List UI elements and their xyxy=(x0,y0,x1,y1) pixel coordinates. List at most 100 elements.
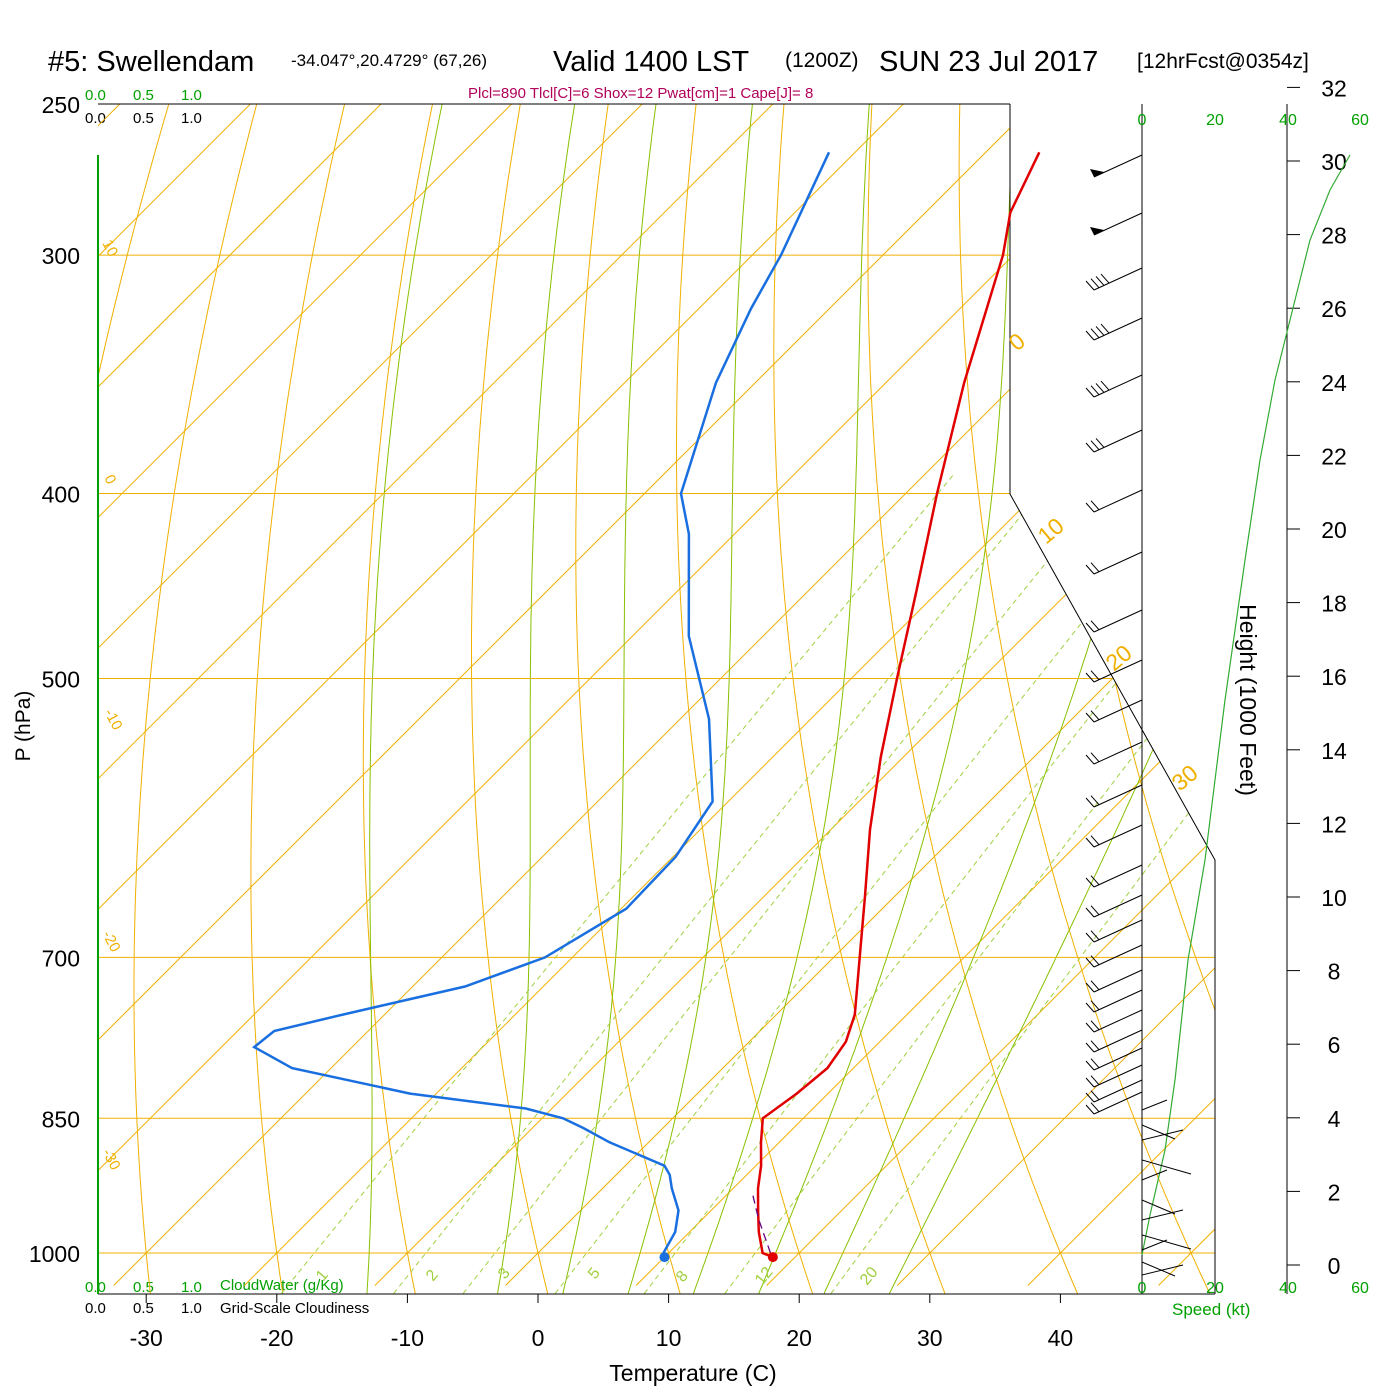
station-coords: -34.047°,20.4729° (67,26) xyxy=(291,51,487,70)
cloud-scale-tick: 1.0 xyxy=(181,1300,202,1317)
wind-barb xyxy=(1093,429,1143,453)
dry-adiabat-line xyxy=(773,104,946,1294)
temperature-tick-label: -20 xyxy=(260,1325,293,1351)
moist-adiabat-line xyxy=(758,104,1015,1294)
temperature-tick-label: -30 xyxy=(130,1325,163,1351)
dry-adiabat-line xyxy=(958,104,1211,1294)
wind-barb-flag xyxy=(1090,1075,1100,1086)
pressure-tick-label: 250 xyxy=(42,92,80,118)
plot-outline xyxy=(97,103,1288,1295)
wind-barb-flag xyxy=(1100,380,1110,391)
wind-barb-flag xyxy=(1095,383,1105,393)
cloud-scale-tick: 1.0 xyxy=(181,1279,202,1296)
cloud-scale-tick: 1.0 xyxy=(181,87,202,104)
height-tick-label: 8 xyxy=(1328,959,1341,985)
wind-barb-flag xyxy=(1085,877,1095,888)
cloud-scale-tick: 0.5 xyxy=(133,87,154,104)
isotherm-line xyxy=(243,104,1215,1286)
wind-barb-flag xyxy=(1095,326,1105,336)
height-tick-label: 0 xyxy=(1328,1253,1341,1279)
speed-tick-label: 40 xyxy=(1279,112,1297,129)
wind-barb-flag xyxy=(1085,1002,1095,1013)
speed-axis-title: Speed (kt) xyxy=(1172,1300,1250,1319)
dry-adiabat-line xyxy=(676,104,813,1294)
wind-barb xyxy=(1141,1239,1168,1251)
surface-dewpoint-marker xyxy=(659,1252,670,1263)
y-axis-title: P (hPa) xyxy=(12,691,35,762)
x-axis-title: Temperature (C) xyxy=(609,1360,776,1386)
mixing-ratio-line xyxy=(281,472,956,1294)
isotherm-line xyxy=(98,104,807,1286)
cloud-scale-tick: 0.0 xyxy=(85,1300,106,1317)
dry-adiabat-line xyxy=(867,104,1078,1294)
mixing-ratio-line xyxy=(830,472,1215,1294)
wind-barb-flag xyxy=(1090,1102,1100,1113)
wind-barb xyxy=(1093,154,1143,178)
wind-barb-flag xyxy=(1095,276,1105,286)
wind-barb-flag xyxy=(1100,323,1110,334)
wind-barb xyxy=(1141,1199,1176,1215)
wind-barb-flag xyxy=(1090,500,1100,511)
wind-barb xyxy=(1141,1169,1168,1181)
height-tick-label: 30 xyxy=(1321,149,1347,175)
wind-barb-flag xyxy=(1085,330,1095,341)
wind-barb xyxy=(1093,864,1143,888)
wind-barb-flag xyxy=(1085,1022,1095,1033)
wind-barb-flag xyxy=(1090,835,1100,846)
wind-barb xyxy=(1141,1129,1184,1141)
wind-barb xyxy=(1093,944,1143,968)
mixing-ratio-label: 12 xyxy=(752,1264,777,1289)
wind-barb xyxy=(1093,894,1143,918)
cloud-scale-top-black: 0.0 0.5 1.0 xyxy=(85,110,202,127)
cloud-scale-tick: 0.0 xyxy=(85,110,106,127)
wind-barb-flag xyxy=(1090,752,1100,763)
pressure-tick-label: 400 xyxy=(42,482,80,508)
cloud-scale-bottom-green: 0.0 0.5 1.0 CloudWater (g/Kg) xyxy=(85,1277,344,1296)
wind-barb-flag xyxy=(1090,620,1100,631)
mixing-ratio-line xyxy=(462,472,1120,1294)
wind-barb-flag xyxy=(1095,438,1105,448)
sounding-profiles xyxy=(251,151,1041,1263)
wind-barb-flag xyxy=(1090,980,1100,991)
height-tick-label: 12 xyxy=(1321,811,1347,837)
speed-tick-label: 0 xyxy=(1138,1280,1147,1297)
temperature-tick-label: -10 xyxy=(391,1325,424,1351)
dry-adiabat-line xyxy=(250,104,354,1294)
wind-barb-flag xyxy=(1090,1090,1100,1101)
wind-barb-flag xyxy=(1090,1058,1100,1069)
wind-barb-flag xyxy=(1090,385,1100,396)
isotherm-line xyxy=(98,104,1199,1286)
moist-adiabat-line xyxy=(693,104,873,1294)
cloud-scale-tick: 1.0 xyxy=(181,110,202,127)
cloudiness-label: Grid-Scale Cloudiness xyxy=(220,1300,369,1317)
wind-barb xyxy=(1093,699,1143,723)
pressure-tick-label: 700 xyxy=(42,945,80,971)
height-tick-label: 2 xyxy=(1328,1179,1341,1205)
mixing-ratio-label: 8 xyxy=(673,1268,692,1286)
wind-barb xyxy=(1141,1124,1176,1140)
wind-barb-flag xyxy=(1085,797,1095,808)
wind-barb xyxy=(1093,1091,1143,1115)
wind-barb xyxy=(1093,267,1143,291)
mixing-ratio-line xyxy=(644,472,1215,1294)
temperature-profile-line xyxy=(756,151,1041,1259)
isotherm-line xyxy=(896,104,1215,1286)
wind-barb-flag xyxy=(1085,932,1095,943)
wind-barb xyxy=(1141,1209,1184,1221)
wind-barb xyxy=(1093,784,1143,808)
parcel-path-line xyxy=(751,1192,772,1254)
cloud-scale-tick: 0.5 xyxy=(133,1300,154,1317)
height-tick-label: 20 xyxy=(1321,517,1347,543)
isotherm-line xyxy=(374,104,1215,1286)
wind-barb-flag xyxy=(1085,754,1095,765)
dry-adiabat-label: -10 xyxy=(100,706,125,733)
wind-barb xyxy=(1093,551,1143,575)
speed-tick-label: 40 xyxy=(1279,1280,1297,1297)
wind-barb xyxy=(1093,609,1143,633)
isotherm-label: 30 xyxy=(1167,759,1203,795)
height-tick-label: 26 xyxy=(1321,296,1347,322)
height-tick-label: 10 xyxy=(1321,885,1347,911)
wind-barb-flag xyxy=(1090,328,1100,339)
